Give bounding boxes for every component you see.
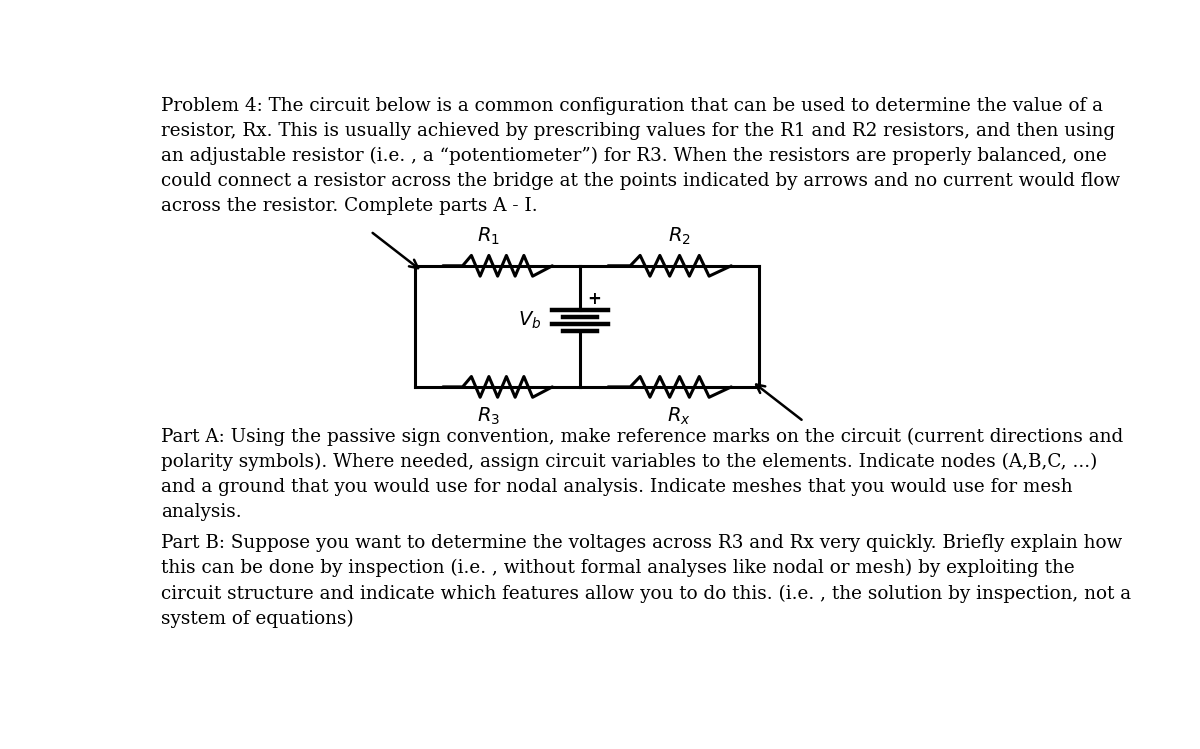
Text: $V_b$: $V_b$: [518, 310, 541, 331]
Text: Part B: Suppose you want to determine the voltages across R3 and Rx very quickly: Part B: Suppose you want to determine th…: [161, 534, 1132, 628]
Text: Part A: Using the passive sign convention, make reference marks on the circuit (: Part A: Using the passive sign conventio…: [161, 427, 1123, 521]
Text: Problem 4: The circuit below is a common configuration that can be used to deter: Problem 4: The circuit below is a common…: [161, 97, 1121, 215]
Text: $R_2$: $R_2$: [667, 226, 690, 247]
Text: +: +: [588, 290, 601, 308]
Text: $R_x$: $R_x$: [667, 405, 691, 427]
Text: $R_1$: $R_1$: [476, 226, 499, 247]
Text: $R_3$: $R_3$: [476, 405, 500, 427]
